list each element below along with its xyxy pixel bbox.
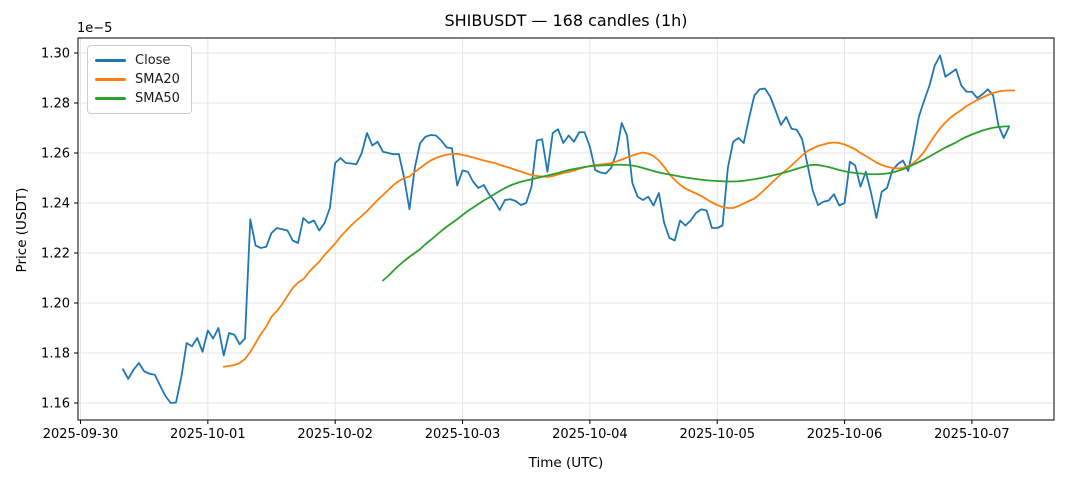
x-tick-label: 2025-10-02 (297, 427, 373, 442)
legend-label-sma20: SMA20 (135, 72, 180, 87)
legend-label-sma50: SMA50 (135, 91, 180, 106)
x-tick-label: 2025-10-03 (425, 427, 501, 442)
y-tick-label: 1.20 (41, 297, 70, 312)
x-tick-label: 2025-10-05 (679, 427, 755, 442)
y-tick-label: 1.30 (41, 47, 70, 62)
axes-frame (77, 37, 1055, 421)
tick-labels: 1.16 1.18 1.20 1.22 1.24 1.26 1.28 1.30 2025-09-… (41, 47, 1010, 443)
legend-item-sma20: SMA20 (95, 70, 181, 89)
series-line-sma20 (222, 89, 1016, 368)
legend-label-close: Close (135, 53, 171, 68)
legend: Close SMA20 SMA50 (87, 45, 192, 114)
sma50-line-swatch (95, 97, 126, 100)
series-line-sma50 (382, 125, 1010, 282)
x-tick-label: 2025-10-06 (807, 427, 883, 442)
sma20-line-swatch (95, 78, 126, 81)
close-line-swatch (95, 59, 126, 62)
y-axis-label: Price (USDT) (14, 187, 30, 273)
y-tick-label: 1.16 (41, 397, 70, 412)
chart-title: SHIBUSDT — 168 candles (1h) (444, 11, 688, 30)
y-axis-offset-text: 1e−5 (77, 21, 113, 36)
x-axis-label: Time (UTC) (528, 455, 604, 471)
y-tick-label: 1.24 (41, 197, 70, 212)
x-tick-label: 2025-10-01 (170, 427, 246, 442)
x-tick-label: 2025-09-30 (43, 427, 119, 442)
tick-marks (74, 52, 973, 424)
legend-item-sma50: SMA50 (95, 89, 181, 108)
series-line-close (122, 54, 1010, 404)
y-tick-label: 1.28 (41, 97, 70, 112)
y-tick-label: 1.26 (41, 147, 70, 162)
y-tick-label: 1.22 (41, 247, 70, 262)
y-tick-label: 1.18 (41, 347, 70, 362)
x-tick-label: 2025-10-04 (552, 427, 628, 442)
legend-item-close: Close (95, 51, 181, 70)
gridlines (78, 38, 1054, 420)
x-tick-label: 2025-10-07 (934, 427, 1010, 442)
